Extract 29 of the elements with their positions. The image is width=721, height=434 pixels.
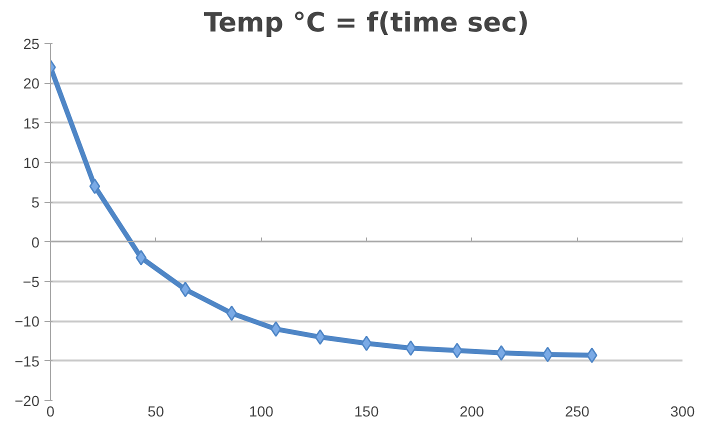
y-tick-label: −20 <box>14 394 40 410</box>
point <box>136 250 147 266</box>
x-tick-label: 0 <box>46 404 55 420</box>
x-tick-label: 250 <box>564 404 590 420</box>
point <box>314 329 326 345</box>
y-tick-label: 10 <box>23 156 40 172</box>
x-tick-label: 50 <box>148 404 164 420</box>
y-tick-label: −15 <box>14 354 40 370</box>
x-tick-label: 100 <box>248 404 274 420</box>
x-tick-label: 300 <box>670 404 695 420</box>
y-tick-label: −5 <box>22 275 40 291</box>
point <box>542 346 554 362</box>
chart-title: Temp °C = f(time sec) <box>204 8 530 38</box>
y-tick-label: 25 <box>23 37 40 53</box>
point <box>405 340 416 356</box>
point <box>180 282 191 298</box>
y-tick-label: 5 <box>31 196 40 212</box>
y-tick-label: 0 <box>31 235 40 252</box>
x-tick-label: 200 <box>460 404 484 420</box>
y-tick-label: −10 <box>14 314 40 331</box>
point <box>270 321 282 337</box>
y-tick-label: 20 <box>23 76 40 93</box>
point <box>496 345 507 361</box>
x-tick-label: 150 <box>354 404 379 420</box>
point <box>452 342 463 358</box>
point <box>226 305 238 321</box>
y-tick-label: 15 <box>23 116 40 132</box>
point <box>89 178 100 194</box>
point <box>586 348 598 364</box>
